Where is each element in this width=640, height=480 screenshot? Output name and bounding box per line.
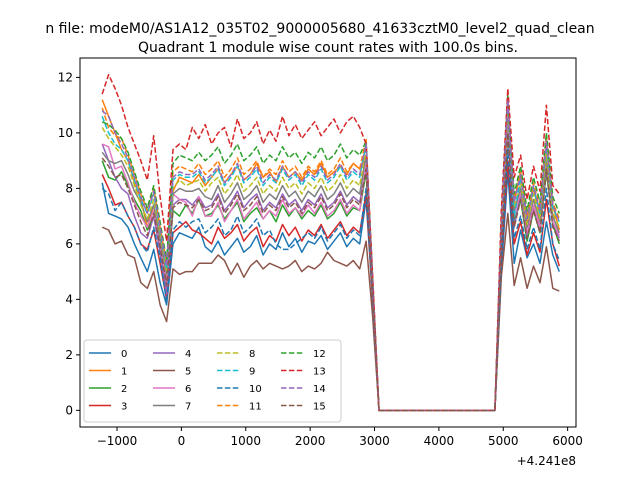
x-tick-label: 1000 bbox=[230, 434, 261, 448]
legend-label-5: 5 bbox=[185, 367, 191, 378]
legend-label-1: 1 bbox=[121, 367, 127, 378]
x-tick-label: 4000 bbox=[424, 434, 455, 448]
y-tick-label: 0 bbox=[65, 403, 73, 417]
series-layer bbox=[101, 73, 561, 412]
legend-label-7: 7 bbox=[185, 402, 191, 413]
y-tick-label: 4 bbox=[65, 292, 73, 306]
legend-label-2: 2 bbox=[121, 384, 127, 395]
legend-label-9: 9 bbox=[249, 367, 255, 378]
legend-label-0: 0 bbox=[121, 349, 127, 360]
legend-label-14: 14 bbox=[313, 384, 326, 395]
legend-box bbox=[83, 339, 342, 423]
x-tick-label: 5000 bbox=[488, 434, 519, 448]
y-tick-label: 8 bbox=[65, 181, 73, 195]
x-tick-label: 0 bbox=[178, 434, 186, 448]
legend-label-8: 8 bbox=[249, 349, 255, 360]
x-tick-label: 6000 bbox=[552, 434, 583, 448]
y-tick-label: 6 bbox=[65, 237, 73, 251]
chart-title: Quadrant 1 module wise count rates with … bbox=[138, 40, 518, 56]
y-tick-label: 12 bbox=[58, 70, 73, 84]
legend-label-10: 10 bbox=[249, 384, 262, 395]
x-tick-label: −1000 bbox=[97, 434, 138, 448]
legend-label-12: 12 bbox=[313, 349, 326, 360]
series-line-10 bbox=[101, 148, 560, 412]
legend-label-6: 6 bbox=[185, 384, 191, 395]
y-tick-label: 10 bbox=[58, 126, 73, 140]
figure-suptitle: n file: modeM0/AS1A12_035T02_9000005680_… bbox=[45, 21, 594, 37]
legend-label-11: 11 bbox=[249, 402, 262, 413]
legend-label-15: 15 bbox=[313, 402, 326, 413]
series-line-15 bbox=[101, 132, 560, 412]
legend-label-3: 3 bbox=[121, 402, 127, 413]
x-tick-label: 2000 bbox=[295, 434, 326, 448]
plot-frame bbox=[79, 57, 577, 428]
legend-label-13: 13 bbox=[313, 367, 326, 378]
x-offset-label: +4.241e8 bbox=[517, 454, 576, 468]
legend-label-4: 4 bbox=[185, 349, 191, 360]
y-tick-label: 2 bbox=[65, 348, 73, 362]
x-tick-label: 3000 bbox=[359, 434, 390, 448]
